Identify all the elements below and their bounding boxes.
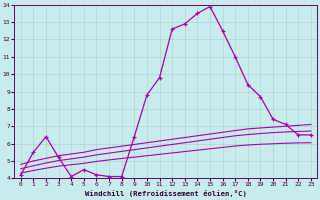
X-axis label: Windchill (Refroidissement éolien,°C): Windchill (Refroidissement éolien,°C) (85, 190, 247, 197)
